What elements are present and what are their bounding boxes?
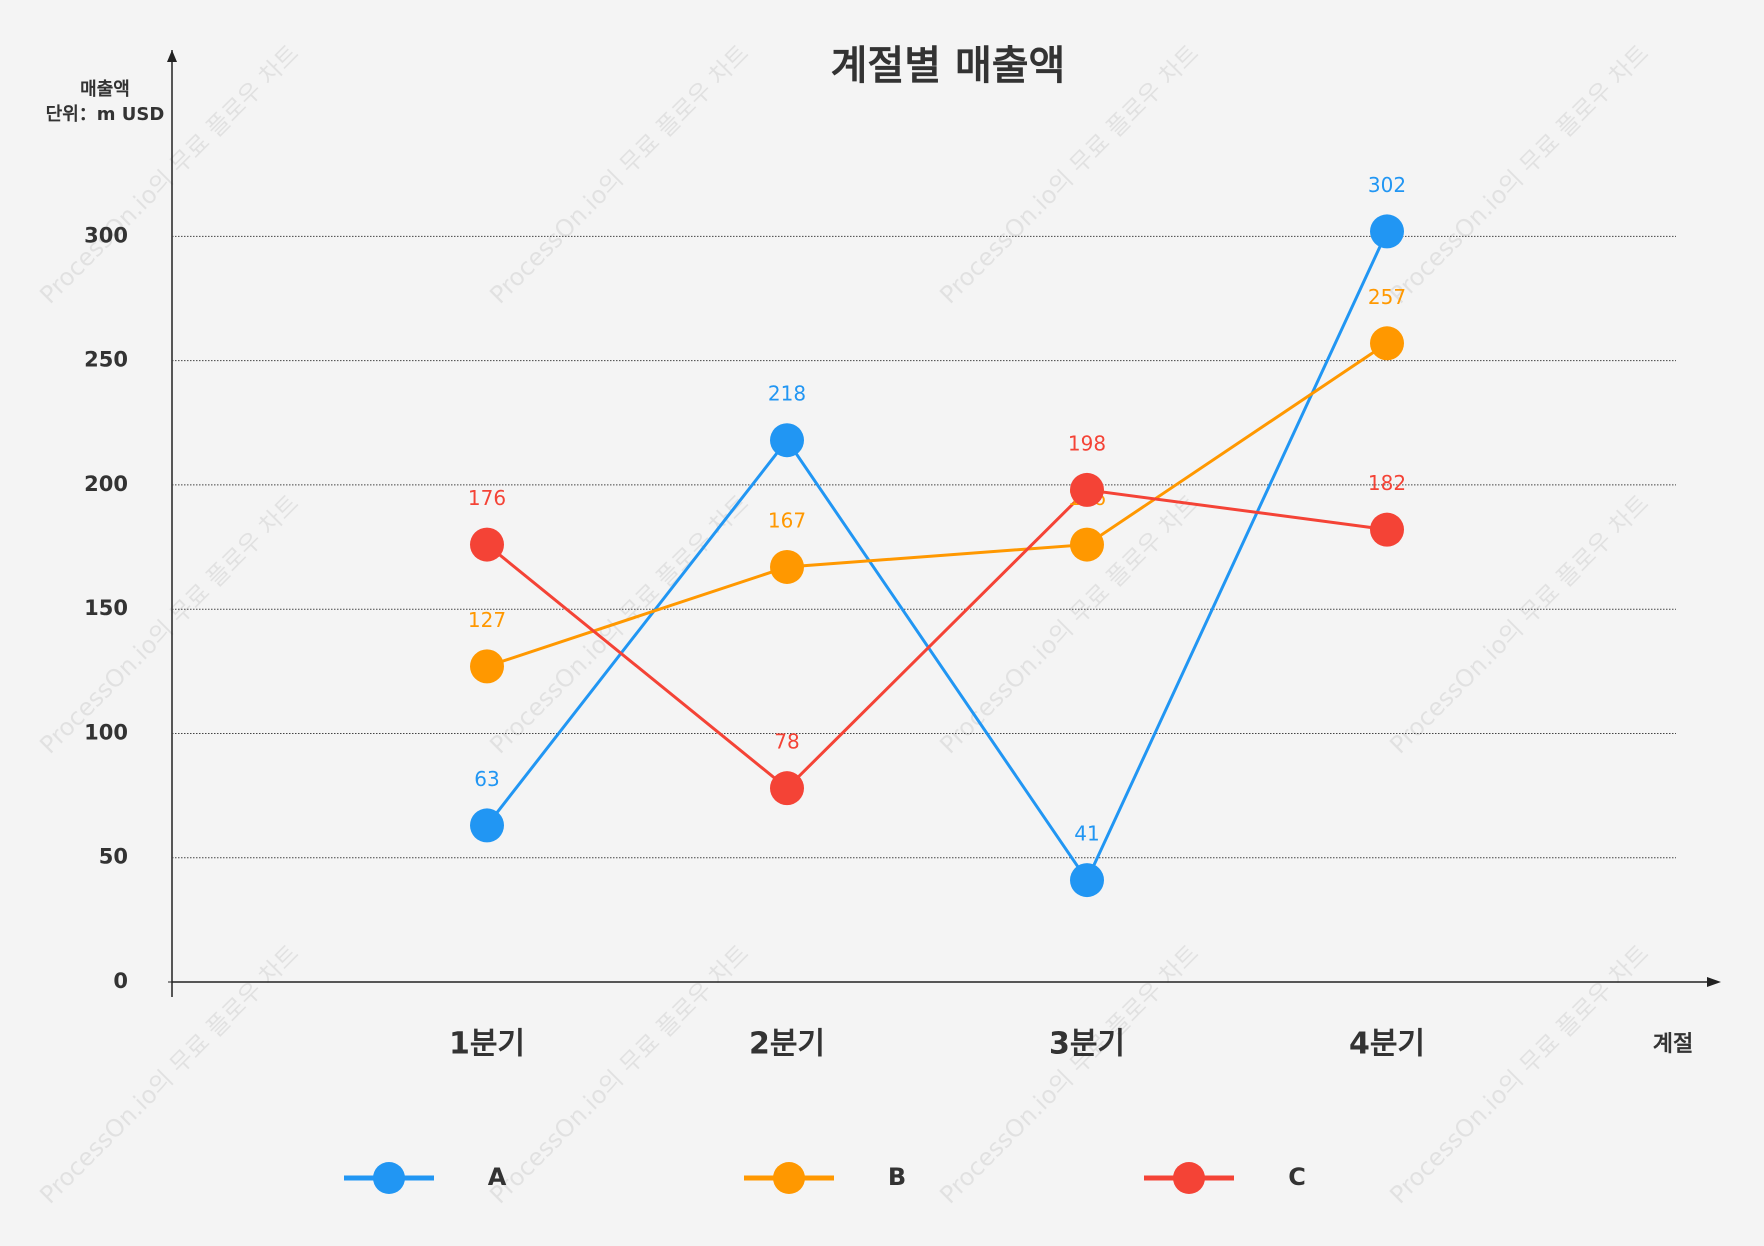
y-tick-label: 50 (99, 845, 128, 869)
data-point (1070, 472, 1104, 507)
legend-label: A (488, 1163, 507, 1191)
series-line (485, 230, 1389, 884)
y-tick-label: 250 (84, 348, 128, 372)
data-label: 218 (768, 382, 806, 406)
legend-marker (373, 1162, 405, 1194)
y-axis-arrow (167, 50, 177, 62)
legend-marker (773, 1162, 805, 1194)
data-label: 198 (1068, 431, 1106, 455)
y-tick-label: 100 (84, 720, 128, 744)
data-point (470, 808, 504, 843)
data-label: 63 (474, 767, 499, 791)
x-tick-label: 1분기 (449, 1027, 525, 1062)
data-point (770, 423, 804, 458)
data-label: 182 (1368, 471, 1406, 495)
legend-label: B (888, 1163, 906, 1191)
y-tick-label: 0 (113, 969, 128, 993)
data-label: 257 (1368, 285, 1406, 309)
y-axis-label: 매출액 (80, 79, 130, 100)
x-tick-label: 2분기 (749, 1027, 825, 1062)
data-label: 167 (768, 508, 806, 532)
data-point (1370, 512, 1404, 547)
y-axis-label: 단위：m USD (46, 104, 165, 125)
series-line (486, 342, 1388, 668)
y-tick-label: 300 (84, 223, 128, 247)
data-label: 302 (1368, 173, 1406, 197)
data-point (470, 649, 504, 684)
data-label: 127 (468, 608, 506, 632)
data-point (1070, 527, 1104, 562)
data-point (470, 527, 504, 562)
legend-label: C (1288, 1163, 1306, 1191)
x-axis-arrow (1707, 977, 1721, 987)
data-label: 176 (468, 486, 506, 510)
x-tick-label: 4분기 (1349, 1027, 1425, 1062)
x-tick-label: 3분기 (1049, 1027, 1125, 1062)
legend-marker (1173, 1162, 1205, 1194)
y-tick-label: 150 (84, 596, 128, 620)
data-point (1370, 326, 1404, 361)
data-point (770, 771, 804, 806)
x-axis-label: 계절 (1653, 1032, 1693, 1057)
chart-title: 계절별 매출액 (831, 43, 1066, 89)
y-tick-label: 200 (84, 472, 128, 496)
data-label: 78 (774, 730, 799, 754)
series-line (486, 488, 1388, 791)
data-point (1070, 863, 1104, 898)
data-point (770, 549, 804, 584)
data-point (1370, 214, 1404, 249)
data-label: 41 (1074, 822, 1099, 846)
